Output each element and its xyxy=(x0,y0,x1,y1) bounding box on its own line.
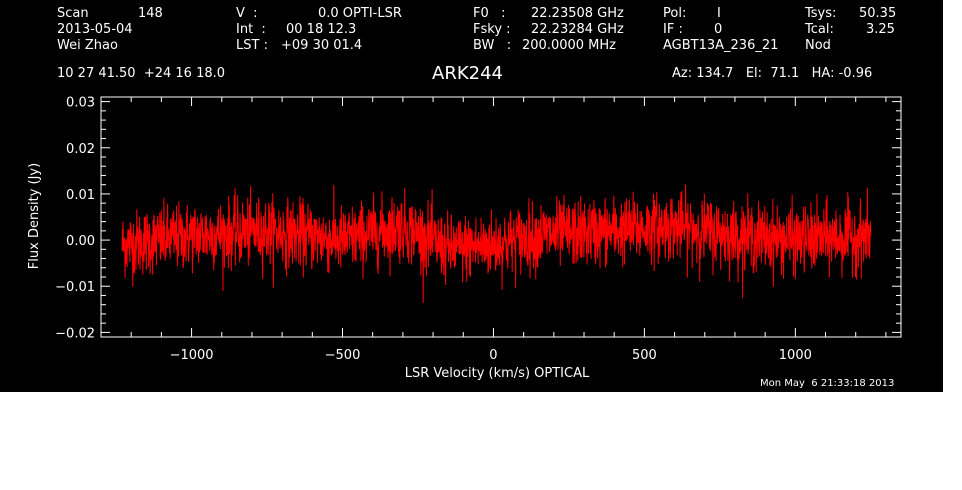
if-label: IF : xyxy=(663,22,683,37)
y-tick-label: 0.01 xyxy=(66,188,95,203)
source-coordinates: 10 27 41.50 +24 16 18.0 xyxy=(57,66,226,81)
axes: −1000 −500 0 500 1000 −0.02 −0.01 0.00 0.01 0.02 0… xyxy=(55,96,902,363)
plot-window: Scan 148 2013-05-04 Wei Zhao V : 0.0 OPT… xyxy=(0,0,943,392)
spectrum-chart: −1000 −500 0 500 1000 −0.02 −0.01 0.00 0.01 0.02 0… xyxy=(27,96,902,381)
bandwidth-label: BW : xyxy=(473,38,512,53)
integration-value: 00 18 12.3 xyxy=(286,22,357,37)
f0-value: 22.23508 GHz xyxy=(531,6,624,21)
velocity-value: 0.0 OPTI-LSR xyxy=(318,6,402,21)
lst-value: +09 30 01.4 xyxy=(281,38,363,53)
lst-label: LST : xyxy=(236,38,273,53)
scan-label: Scan xyxy=(57,6,89,21)
integration-label: Int : xyxy=(236,22,266,37)
chart-title: ARK244 xyxy=(432,63,503,84)
project-id: AGBT13A_236_21 xyxy=(663,38,779,53)
x-tick-label: −500 xyxy=(325,348,361,363)
fsky-value: 22.23284 GHz xyxy=(531,22,624,37)
y-tick-label: −0.02 xyxy=(55,326,95,341)
fsky-label: Fsky : xyxy=(473,22,511,37)
tsys-value: 50.35 xyxy=(859,6,897,21)
y-tick-label: 0.02 xyxy=(66,142,95,157)
observing-mode: Nod xyxy=(805,38,831,53)
y-tick-label: −0.01 xyxy=(55,280,95,295)
plot-frame xyxy=(100,96,902,338)
pol-label: Pol: xyxy=(663,6,687,21)
x-axis-label: LSR Velocity (km/s) OPTICAL xyxy=(405,366,590,381)
y-tick-label: 0.00 xyxy=(66,234,95,249)
if-value: 0 xyxy=(714,22,723,37)
az-el-ha: Az: 134.7 El: 71.1 HA: -0.96 xyxy=(672,66,873,81)
tsys-label: Tsys: xyxy=(805,6,837,21)
x-tick-label: −1000 xyxy=(170,348,214,363)
series-group xyxy=(121,184,872,303)
y-axis-label: Flux Density (Jy) xyxy=(27,163,42,269)
x-tick-label: 1000 xyxy=(779,348,812,363)
spectrum-series-line xyxy=(121,184,872,303)
tcal-label: Tcal: xyxy=(805,22,834,37)
x-tick-label: 0 xyxy=(489,348,497,363)
f0-label: F0 : xyxy=(473,6,506,21)
tcal-value: 3.25 xyxy=(866,22,895,37)
scan-value: 148 xyxy=(138,6,163,21)
observation-date: 2013-05-04 xyxy=(57,22,133,37)
plot-timestamp: Mon May 6 21:33:18 2013 xyxy=(760,378,895,389)
velocity-label: V : xyxy=(236,6,258,21)
y-tick-label: 0.03 xyxy=(66,96,95,111)
observer-name: Wei Zhao xyxy=(57,38,118,53)
x-tick-label: 500 xyxy=(632,348,657,363)
pol-value: I xyxy=(717,6,721,21)
bandwidth-value: 200.0000 MHz xyxy=(522,38,616,53)
